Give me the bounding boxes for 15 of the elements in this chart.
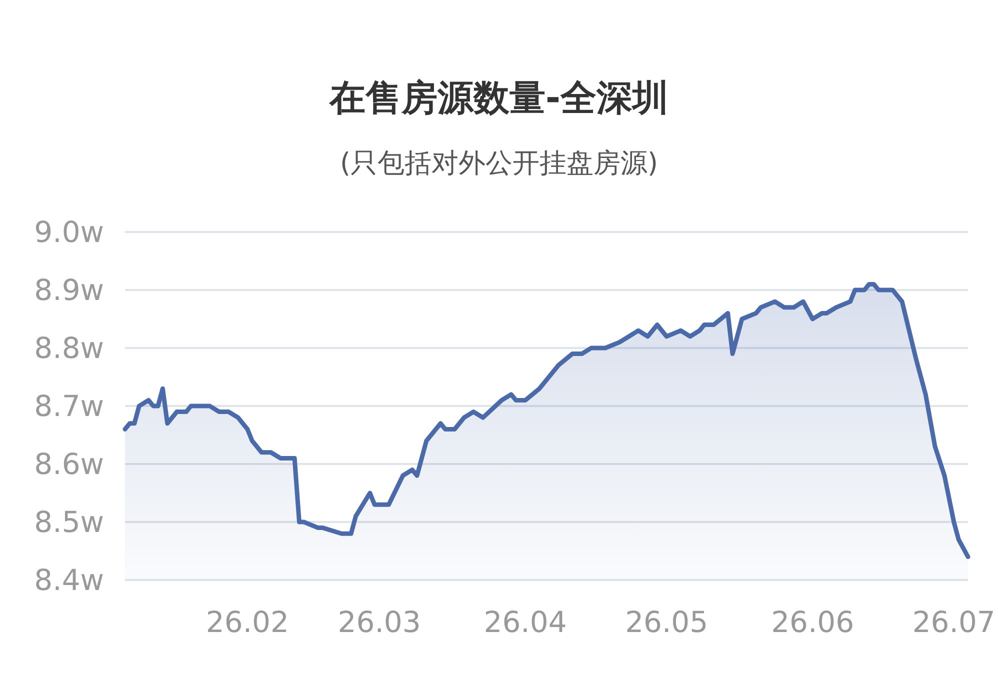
x-tick-label: 26.07: [912, 605, 996, 639]
x-tick-label: 26.02: [206, 605, 289, 639]
x-tick-label: 26.05: [625, 605, 708, 639]
x-tick-label: 26.06: [771, 605, 854, 639]
y-tick-label: 8.6w: [34, 447, 104, 481]
chart-title: 在售房源数量-全深圳: [328, 78, 668, 119]
y-tick-label: 8.7w: [34, 389, 104, 423]
x-tick-label: 26.04: [484, 605, 567, 639]
y-tick-label: 8.5w: [34, 505, 104, 539]
x-tick-label: 26.03: [338, 605, 421, 639]
chart-subtitle: (只包括对外公开挂盘房源): [340, 148, 658, 179]
y-tick-label: 8.9w: [34, 273, 104, 307]
y-tick-label: 8.4w: [34, 563, 104, 597]
y-tick-label: 8.8w: [34, 331, 104, 365]
y-tick-label: 9.0w: [34, 215, 104, 249]
